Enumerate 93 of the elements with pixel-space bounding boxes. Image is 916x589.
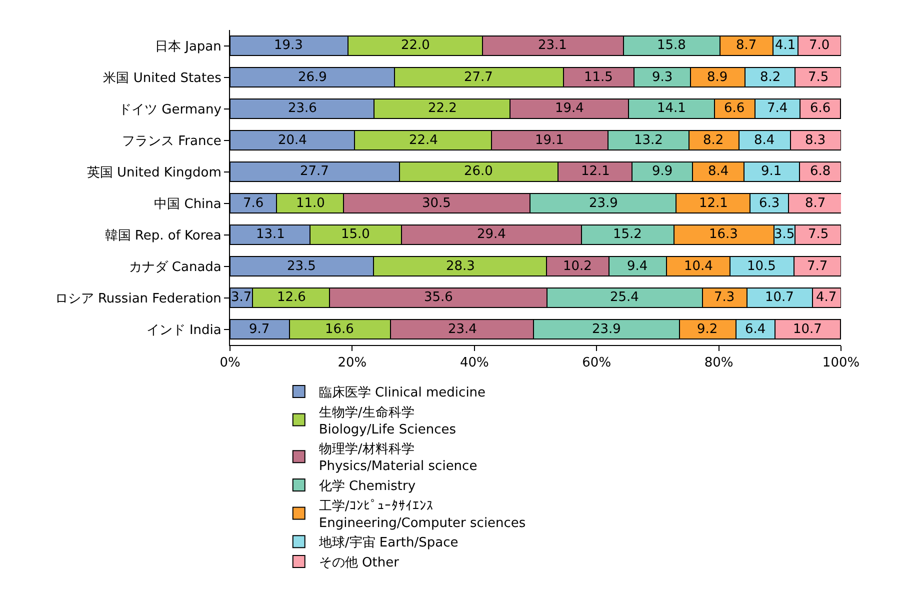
data-label: 10.7 (765, 290, 794, 305)
data-label: 7.4 (767, 101, 788, 116)
data-label: 10.5 (747, 259, 776, 274)
data-label: 16.6 (325, 322, 354, 337)
y-tick-label: 米国 United States (103, 70, 222, 86)
y-tick-label: 中国 China (154, 196, 222, 212)
data-label: 15.8 (657, 38, 686, 53)
data-label: 23.4 (448, 322, 477, 337)
data-label: 16.3 (709, 227, 738, 242)
data-label: 4.7 (816, 290, 837, 305)
data-label: 15.2 (613, 227, 642, 242)
y-tick-label: 韓国 Rep. of Korea (104, 228, 222, 244)
data-label: 10.2 (563, 259, 592, 274)
data-label: 13.2 (634, 133, 663, 148)
data-label: 3.7 (231, 290, 252, 305)
y-tick-label: ロシア Russian Federation (54, 291, 222, 306)
data-label: 7.3 (714, 290, 735, 305)
data-label: 9.7 (249, 322, 270, 337)
x-tick-label: 40% (460, 356, 489, 371)
data-label: 6.4 (745, 322, 766, 337)
data-label: 22.2 (428, 101, 457, 116)
data-label: 22.4 (409, 133, 438, 148)
legend-label: 生物学/生命科学 Biology/Life Sciences (318, 405, 456, 438)
data-label: 25.4 (610, 290, 639, 305)
data-label: 19.4 (555, 101, 584, 116)
data-label: 9.4 (627, 259, 648, 274)
legend-label: その他 Other (318, 556, 400, 571)
data-label: 28.3 (446, 259, 475, 274)
y-tick-label: ドイツ Germany (118, 102, 222, 118)
data-label: 26.0 (464, 164, 493, 179)
data-label: 23.9 (589, 196, 618, 211)
data-label: 35.6 (424, 290, 453, 305)
x-tick-label: 100% (822, 356, 860, 371)
data-label: 9.9 (652, 164, 673, 179)
data-label: 9.1 (761, 164, 782, 179)
legend-label: 化学 Chemistry (318, 479, 416, 494)
x-tick-label: 60% (582, 356, 612, 371)
data-label: 10.7 (793, 322, 822, 337)
data-label: 29.4 (477, 227, 506, 242)
legend-label: 物理学/材料科学 Physics/Material science (318, 442, 478, 474)
legend-label: 地球/宇宙 Earth/Space (318, 534, 458, 551)
data-label: 23.9 (592, 322, 621, 337)
y-tick-label: 英国 United Kingdom (86, 165, 222, 180)
data-label: 6.6 (810, 101, 831, 116)
data-label: 9.3 (652, 70, 673, 85)
y-tick-label: インド India (146, 322, 222, 338)
data-label: 11.5 (584, 70, 613, 85)
data-label: 6.8 (810, 164, 831, 179)
y-tick-label: 日本 Japan (155, 39, 222, 54)
data-label: 23.6 (288, 101, 317, 116)
data-label: 7.5 (808, 227, 829, 242)
data-label: 8.7 (805, 196, 826, 211)
data-label: 8.4 (708, 164, 729, 179)
data-label: 12.1 (581, 164, 610, 179)
data-label: 20.4 (278, 133, 307, 148)
x-tick-label: 80% (704, 356, 734, 371)
data-label: 7.6 (243, 196, 264, 211)
data-label: 27.7 (300, 164, 329, 179)
data-label: 7.5 (808, 70, 829, 85)
data-label: 27.7 (464, 70, 493, 85)
data-label: 6.6 (724, 101, 745, 116)
data-label: 11.0 (296, 196, 325, 211)
data-label: 23.1 (538, 38, 567, 53)
data-label: 7.0 (809, 38, 830, 53)
data-label: 9.2 (697, 322, 718, 337)
data-label: 19.3 (274, 38, 303, 53)
legend-label: 工学/ｺﾝﾋﾟｭｰﾀｻｲｴﾝｽ Engineering/Computer sciences (318, 498, 526, 531)
data-label: 8.2 (703, 133, 724, 148)
data-label: 19.1 (535, 133, 564, 148)
data-label: 8.7 (736, 38, 757, 53)
y-tick-label: フランス France (122, 134, 222, 149)
data-label: 26.9 (298, 70, 327, 85)
data-label: 3.5 (774, 227, 795, 242)
data-label: 30.5 (422, 196, 451, 211)
x-tick-label: 20% (338, 356, 367, 371)
data-label: 15.0 (341, 227, 370, 242)
data-label: 8.2 (760, 70, 781, 85)
data-label: 14.1 (657, 101, 686, 116)
data-label: 8.9 (707, 70, 728, 85)
data-label: 10.4 (684, 259, 713, 274)
data-label: 12.6 (277, 290, 306, 305)
data-label: 13.1 (256, 227, 285, 242)
legend-label: 臨床医学 Clinical medicine (318, 386, 486, 401)
y-tick-label: カナダ Canada (128, 260, 222, 275)
data-label: 12.1 (699, 196, 728, 211)
data-label: 4.1 (775, 38, 796, 53)
data-label: 8.4 (754, 133, 775, 148)
x-tick-label: 0% (220, 356, 240, 371)
data-label: 8.3 (805, 133, 826, 148)
data-label: 6.3 (759, 196, 780, 211)
data-label: 22.0 (401, 38, 430, 53)
data-label: 23.5 (287, 259, 316, 274)
data-label: 7.7 (807, 259, 828, 274)
